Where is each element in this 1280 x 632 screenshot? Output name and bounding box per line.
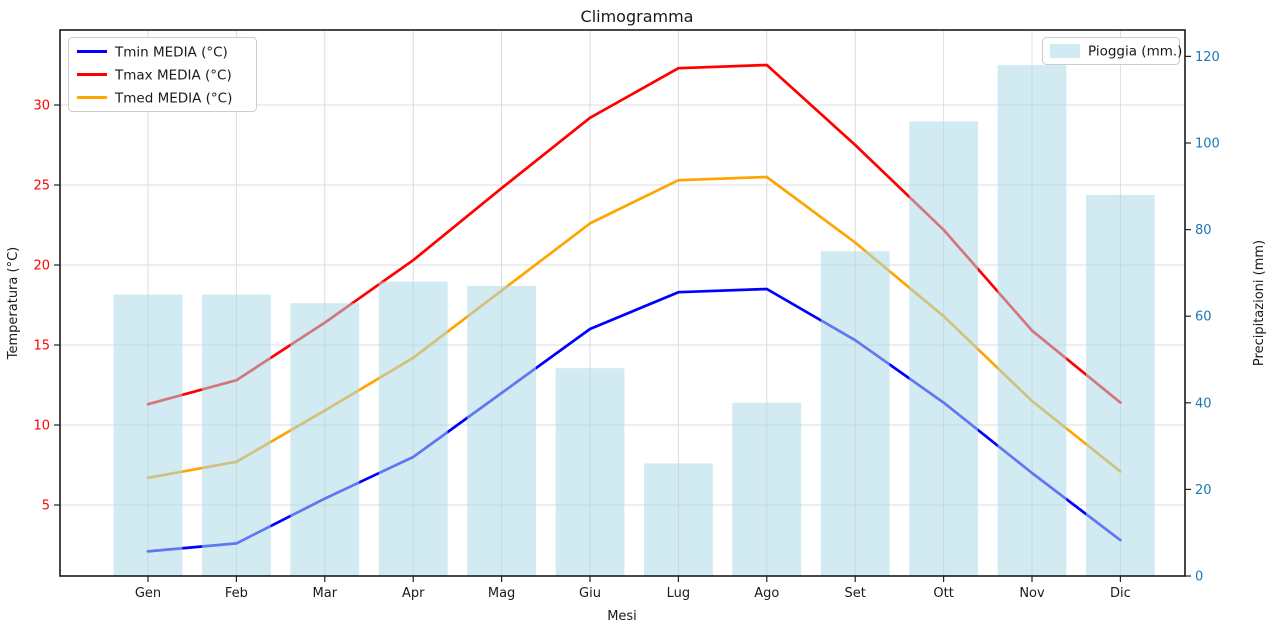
legend-tmed-label: Tmed MEDIA (°C)	[114, 91, 232, 107]
rain-bars	[113, 65, 1155, 576]
left-tick-label-25: 25	[33, 179, 50, 194]
x-tick-label-Mar: Mar	[313, 586, 338, 601]
left-y-axis-label: Temperatura (°C)	[6, 247, 21, 360]
right-tick-label-60: 60	[1195, 310, 1212, 325]
x-tick-label-Mag: Mag	[488, 586, 515, 601]
legend-tmin-label: Tmin MEDIA (°C)	[114, 45, 228, 61]
left-tick-label-30: 30	[33, 99, 50, 114]
right-tick-label-100: 100	[1195, 137, 1220, 152]
rain-bar-Mar	[290, 303, 360, 576]
rain-bar-Apr	[378, 281, 448, 576]
legend-tmax-label: Tmax MEDIA (°C)	[114, 68, 232, 84]
x-tick-label-Apr: Apr	[402, 586, 425, 601]
rain-bar-Feb	[202, 294, 271, 576]
rain-bar-Gen	[113, 294, 183, 576]
rain-bar-Ago	[732, 402, 802, 576]
x-tick-label-Set: Set	[845, 586, 866, 601]
plot-frame	[59, 29, 1186, 577]
x-tick-label-Ott: Ott	[933, 586, 953, 601]
right-y-axis-label: Precipitazioni (mm)	[1252, 240, 1267, 366]
chart-title: Climogramma	[581, 7, 694, 26]
rain-bar-Ott	[909, 121, 978, 576]
left-tick-label-5: 5	[42, 499, 50, 514]
right-tick-label-40: 40	[1195, 396, 1212, 411]
right-tick-label-0: 0	[1195, 570, 1203, 585]
x-tick-label-Nov: Nov	[1019, 586, 1045, 601]
rain-bar-Giu	[555, 368, 625, 576]
x-tick-label-Dic: Dic	[1110, 586, 1131, 601]
legend-rain: Pioggia (mm.)	[1042, 37, 1182, 65]
x-tick-label-Ago: Ago	[754, 586, 779, 601]
left-tick-label-20: 20	[33, 259, 50, 274]
legend-rain-label: Pioggia (mm.)	[1088, 44, 1182, 60]
right-tick-label-80: 80	[1195, 223, 1212, 238]
legend-temperature-box	[68, 37, 257, 112]
legend-rain-patch-swatch	[1050, 44, 1080, 58]
rain-bar-Lug	[644, 463, 713, 576]
rain-bar-Dic	[1086, 194, 1155, 576]
x-tick-label-Gen: Gen	[135, 586, 161, 601]
right-tick-label-20: 20	[1195, 483, 1212, 498]
plot-border	[59, 29, 1186, 577]
left-tick-label-10: 10	[33, 419, 50, 434]
x-tick-label-Giu: Giu	[579, 586, 601, 601]
rain-bar-Nov	[997, 65, 1067, 576]
rain-bar-Set	[820, 251, 890, 576]
x-axis-label: Mesi	[607, 609, 637, 624]
x-tick-label-Feb: Feb	[225, 586, 248, 601]
rain-bar-Mag	[467, 285, 536, 576]
legend-temperature: Tmin MEDIA (°C) Tmax MEDIA (°C) Tmed MED…	[68, 37, 257, 112]
axis-ticks: 5 10 15 20 25 30 0 20 40 60 80 100 120 Gen Feb Mar Apr Ma…	[33, 50, 1219, 601]
right-tick-label-120: 120	[1195, 50, 1220, 65]
x-tick-label-Lug: Lug	[667, 586, 691, 601]
left-tick-label-15: 15	[33, 339, 50, 354]
